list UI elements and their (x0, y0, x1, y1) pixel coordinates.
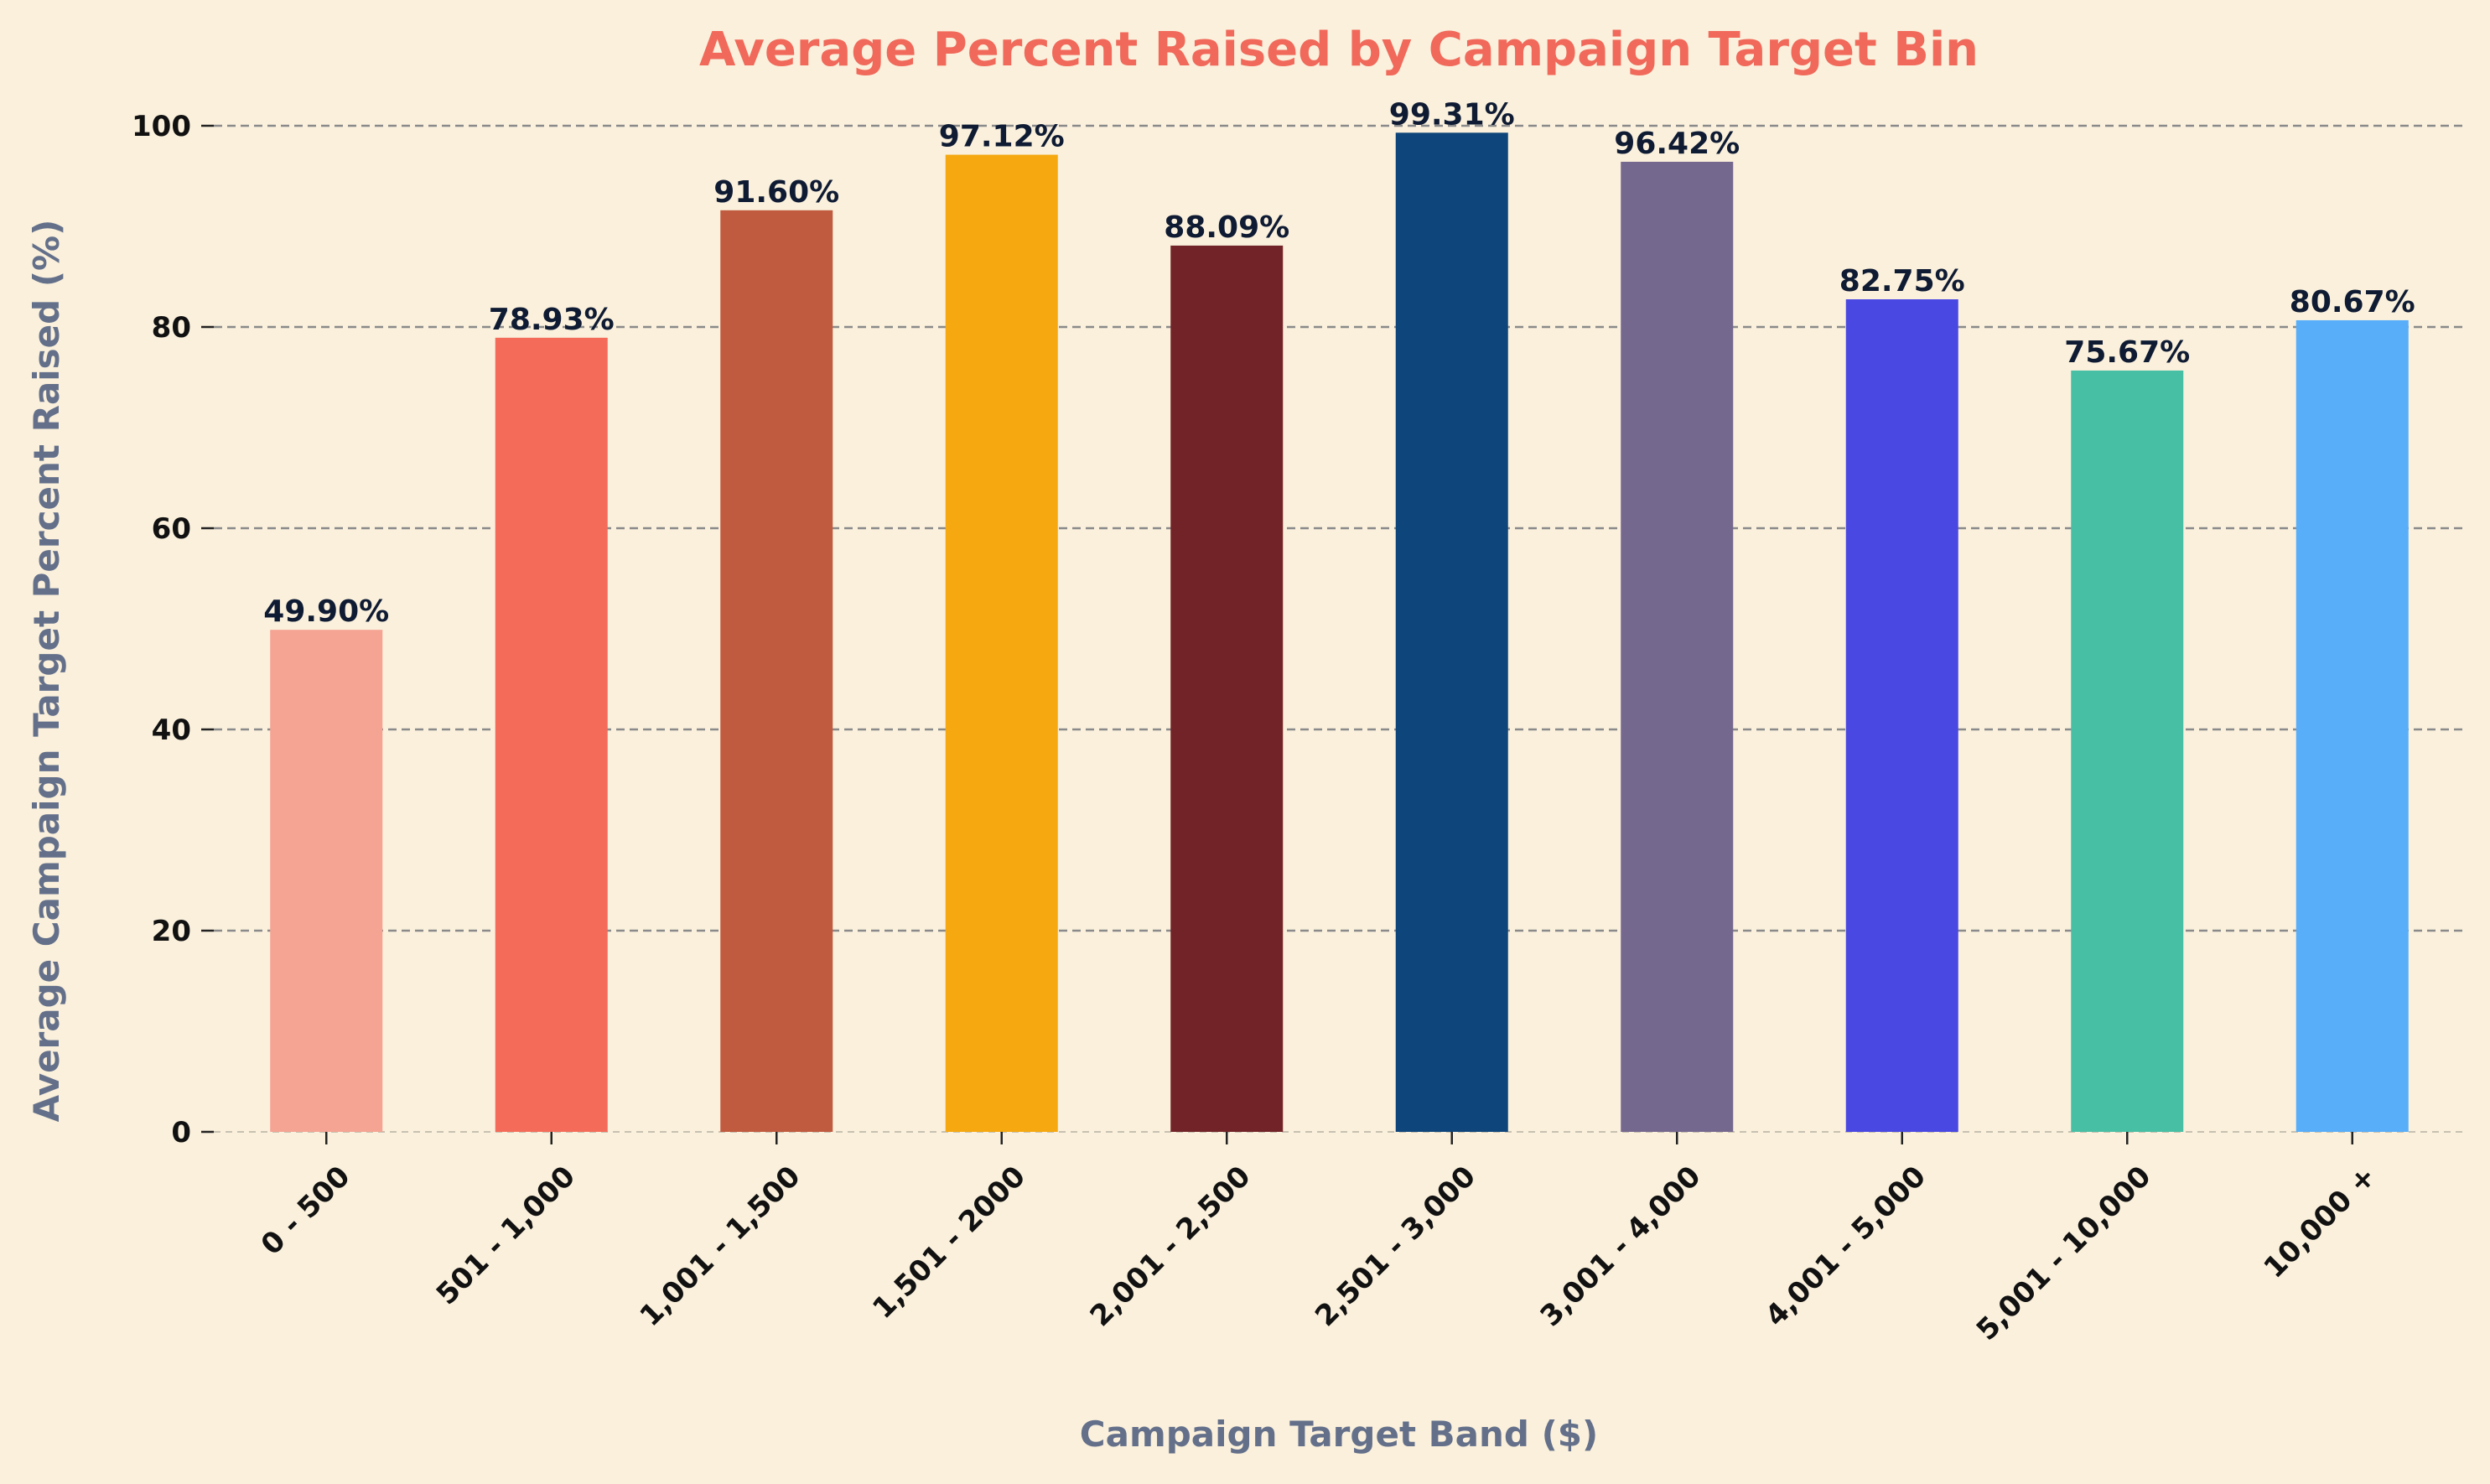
bar (270, 630, 383, 1132)
y-tick-label: 0 (171, 1116, 191, 1149)
bar (1845, 299, 1958, 1132)
x-axis-label: Campaign Target Band ($) (1080, 1414, 1598, 1455)
data-label: 49.90% (263, 594, 389, 629)
x-tick-label: 501 - 1,000 (430, 1160, 582, 1311)
y-tick-label: 60 (152, 512, 191, 546)
x-tick-label: 1,501 - 2000 (866, 1160, 1032, 1326)
data-label: 80.67% (2290, 285, 2415, 319)
y-tick-label: 20 (152, 915, 191, 948)
y-tick-label: 40 (152, 713, 191, 747)
bar (1395, 132, 1508, 1132)
data-label: 97.12% (939, 120, 1065, 154)
data-label: 91.60% (713, 175, 839, 210)
bar (2295, 319, 2409, 1133)
bar (720, 210, 833, 1132)
data-label: 75.67% (2064, 335, 2190, 370)
data-labels: 49.90% 78.93% 91.60% 97.12% 88.09% 99.31% 96.4… (263, 97, 2415, 629)
y-tick-label: 100 (132, 110, 191, 143)
bar (1621, 161, 1734, 1133)
x-tick-label: 4,001 - 5,000 (1759, 1160, 1932, 1333)
data-label: 82.75% (1839, 264, 1965, 298)
x-axis: 0 - 500 501 - 1,000 1,001 - 1,500 1,501 - 2… (255, 1132, 2383, 1347)
y-axis: 0 20 40 60 80 100 (132, 110, 214, 1149)
bars (270, 132, 2409, 1133)
bar (2071, 370, 2184, 1133)
data-label: 96.42% (1614, 127, 1740, 161)
data-label: 99.31% (1389, 97, 1515, 132)
bar (1170, 245, 1284, 1132)
x-tick-label: 2,001 - 2,500 (1084, 1160, 1258, 1333)
chart-title: Average Percent Raised by Campaign Targe… (699, 23, 1979, 77)
x-tick-label: 2,501 - 3,000 (1309, 1160, 1482, 1333)
x-tick-label: 5,001 - 10,000 (1970, 1160, 2158, 1347)
data-label: 78.93% (489, 303, 615, 337)
y-axis-label: Average Campaign Target Percent Raised (… (26, 220, 67, 1123)
bar (945, 154, 1058, 1132)
x-tick-label: 0 - 500 (255, 1160, 357, 1262)
data-label: 88.09% (1164, 210, 1289, 245)
x-tick-label: 1,001 - 1,500 (634, 1160, 807, 1333)
bar (495, 337, 608, 1133)
x-tick-label: 3,001 - 4,000 (1534, 1160, 1708, 1333)
x-tick-label: 10,000 + (2258, 1160, 2384, 1285)
y-tick-label: 80 (152, 311, 191, 345)
